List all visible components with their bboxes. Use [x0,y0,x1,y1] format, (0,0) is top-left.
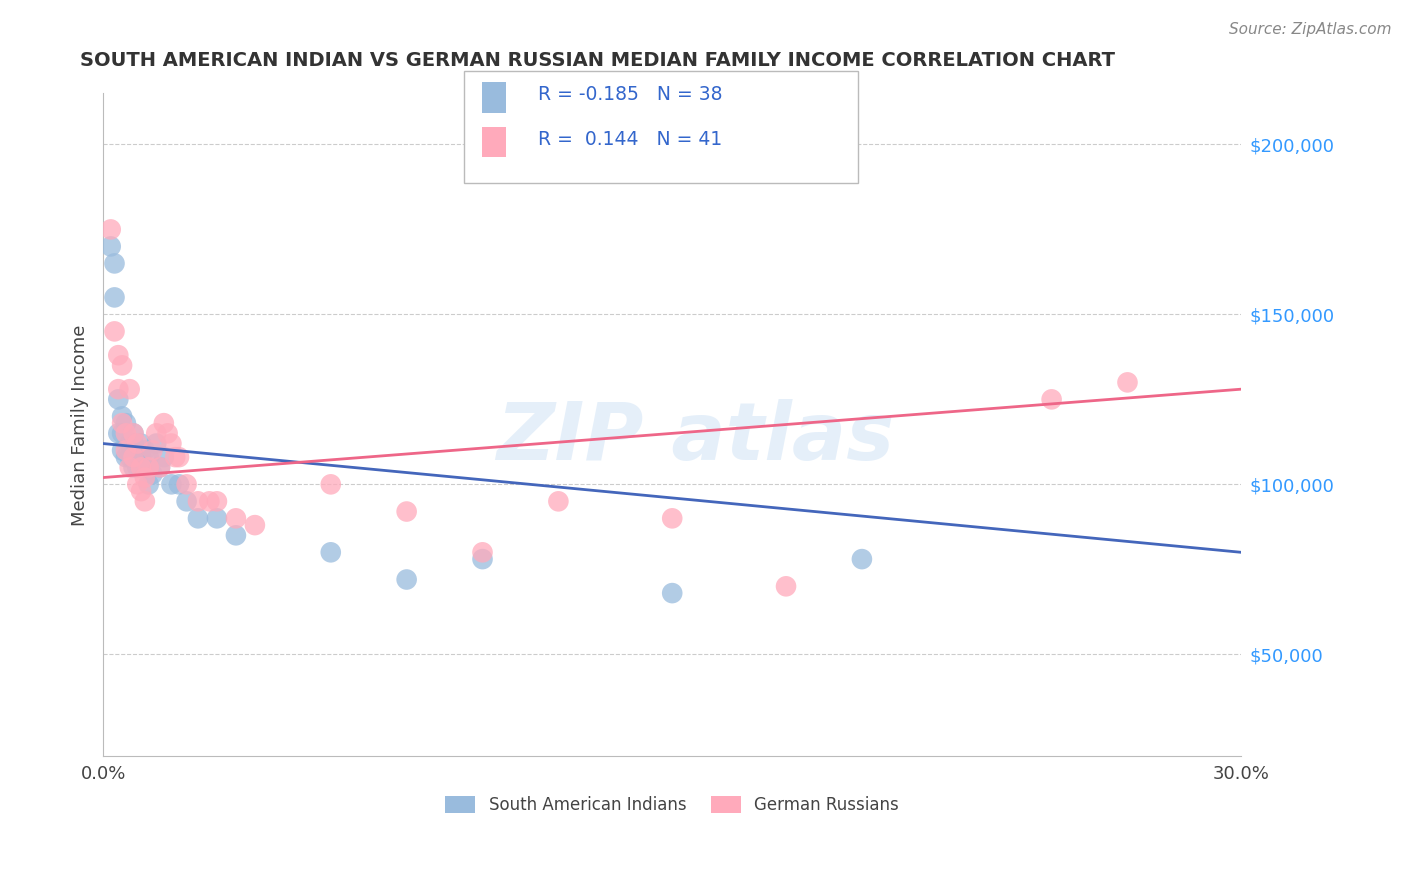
Point [395,573,418,587]
Point [138,477,160,491]
Point [176,494,198,508]
Point [167,477,190,491]
Point [138,450,160,464]
Point [122,450,145,464]
Point [111,443,134,458]
Point [165,450,187,464]
Point [187,494,209,508]
Point [205,511,228,525]
Point [127,436,149,450]
Point [141,443,163,458]
Point [115,443,138,458]
Point [471,552,494,566]
Point [160,477,183,491]
Point [100,239,122,253]
Point [107,382,129,396]
Point [103,256,125,270]
Point [129,450,152,464]
Point [661,586,683,600]
Point [319,545,342,559]
Point [129,484,152,499]
Point [198,494,221,508]
Point [775,579,797,593]
Point [127,450,149,464]
Point [205,494,228,508]
Point [547,494,569,508]
Point [134,460,156,475]
Point [225,528,247,542]
Point [122,436,145,450]
Point [118,460,141,475]
Point [107,348,129,362]
Point [319,477,342,491]
Point [111,416,134,430]
Point [176,477,198,491]
Point [138,460,160,475]
Text: ZIP atlas: ZIP atlas [496,399,894,477]
Point [134,494,156,508]
Point [134,443,156,458]
Point [149,460,172,475]
Point [103,290,125,304]
Point [100,222,122,236]
Point [134,470,156,484]
Point [167,450,190,464]
Point [118,436,141,450]
Point [1116,376,1139,390]
Point [127,477,149,491]
Y-axis label: Median Family Income: Median Family Income [72,324,89,525]
Point [107,392,129,407]
Point [471,545,494,559]
Point [129,436,152,450]
Point [243,518,266,533]
Point [187,511,209,525]
Point [149,460,172,475]
Point [122,426,145,441]
Text: Source: ZipAtlas.com: Source: ZipAtlas.com [1229,22,1392,37]
Point [145,436,167,450]
Point [115,426,138,441]
Point [153,416,176,430]
Point [118,382,141,396]
Point [103,325,125,339]
Point [160,436,183,450]
Point [225,511,247,525]
Point [122,460,145,475]
Point [107,426,129,441]
Point [118,450,141,464]
Point [661,511,683,525]
Point [115,450,138,464]
Point [115,416,138,430]
Text: R = -0.185   N = 38: R = -0.185 N = 38 [538,85,723,103]
Point [851,552,873,566]
Point [111,409,134,424]
Point [129,460,152,475]
Point [111,359,134,373]
Point [111,426,134,441]
Point [127,460,149,475]
Point [156,426,179,441]
Legend: South American Indians, German Russians: South American Indians, German Russians [439,789,905,821]
Point [145,426,167,441]
Text: SOUTH AMERICAN INDIAN VS GERMAN RUSSIAN MEDIAN FAMILY INCOME CORRELATION CHART: SOUTH AMERICAN INDIAN VS GERMAN RUSSIAN … [80,51,1115,70]
Point [141,467,163,482]
Point [122,426,145,441]
Point [1040,392,1063,407]
Point [395,504,418,518]
Point [153,450,176,464]
Text: R =  0.144   N = 41: R = 0.144 N = 41 [538,129,723,148]
